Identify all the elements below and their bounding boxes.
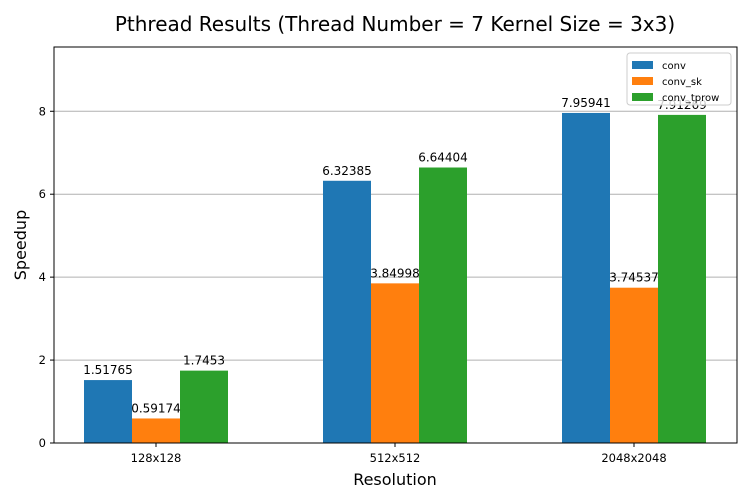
y-tick-label: 6 [39,187,46,201]
y-tick-label: 0 [39,436,46,450]
bar-conv_sk [132,418,180,443]
legend-swatch-conv_tprow [632,93,653,101]
legend-swatch-conv_sk [632,77,653,85]
legend: conv conv_sk conv_tprow [626,52,732,106]
data-label: 6.64404 [418,150,468,164]
x-tick-label: 128x128 [131,451,182,465]
y-tick-label: 4 [39,270,46,284]
data-label: 0.59174 [131,401,181,415]
data-label: 1.7453 [183,354,225,368]
legend-swatch-conv [632,61,653,69]
bar-conv_sk [610,287,658,443]
data-label: 1.51765 [83,363,133,377]
legend-label-conv_tprow: conv_tprow [662,93,719,104]
data-label: 3.74537 [609,271,659,285]
legend-label-conv: conv [662,61,686,72]
y-tick-label: 2 [39,353,46,367]
bar-conv_sk [371,283,419,443]
bar-conv [84,380,132,443]
x-tick-label: 512x512 [370,451,421,465]
y-axis-ticks: 0 2 4 6 8 [39,104,54,450]
data-label: 6.32385 [322,164,372,178]
chart-title: Pthread Results (Thread Number = 7 Kerne… [115,12,675,36]
bar-conv [562,112,610,443]
y-tick-label: 8 [39,104,46,118]
bar-conv_tprow [658,114,706,444]
x-axis-label: Resolution [353,470,437,489]
data-label: 3.84998 [370,266,420,280]
data-label: 7.95941 [561,96,611,110]
y-axis-label: Speedup [11,210,30,280]
x-axis-ticks: 128x128 512x512 2048x2048 [131,443,667,465]
bars [84,112,706,444]
bar-conv [323,180,371,443]
x-tick-label: 2048x2048 [601,451,666,465]
bar-conv_tprow [180,370,228,443]
bar-conv_tprow [419,167,467,443]
legend-label-conv_sk: conv_sk [662,77,702,88]
